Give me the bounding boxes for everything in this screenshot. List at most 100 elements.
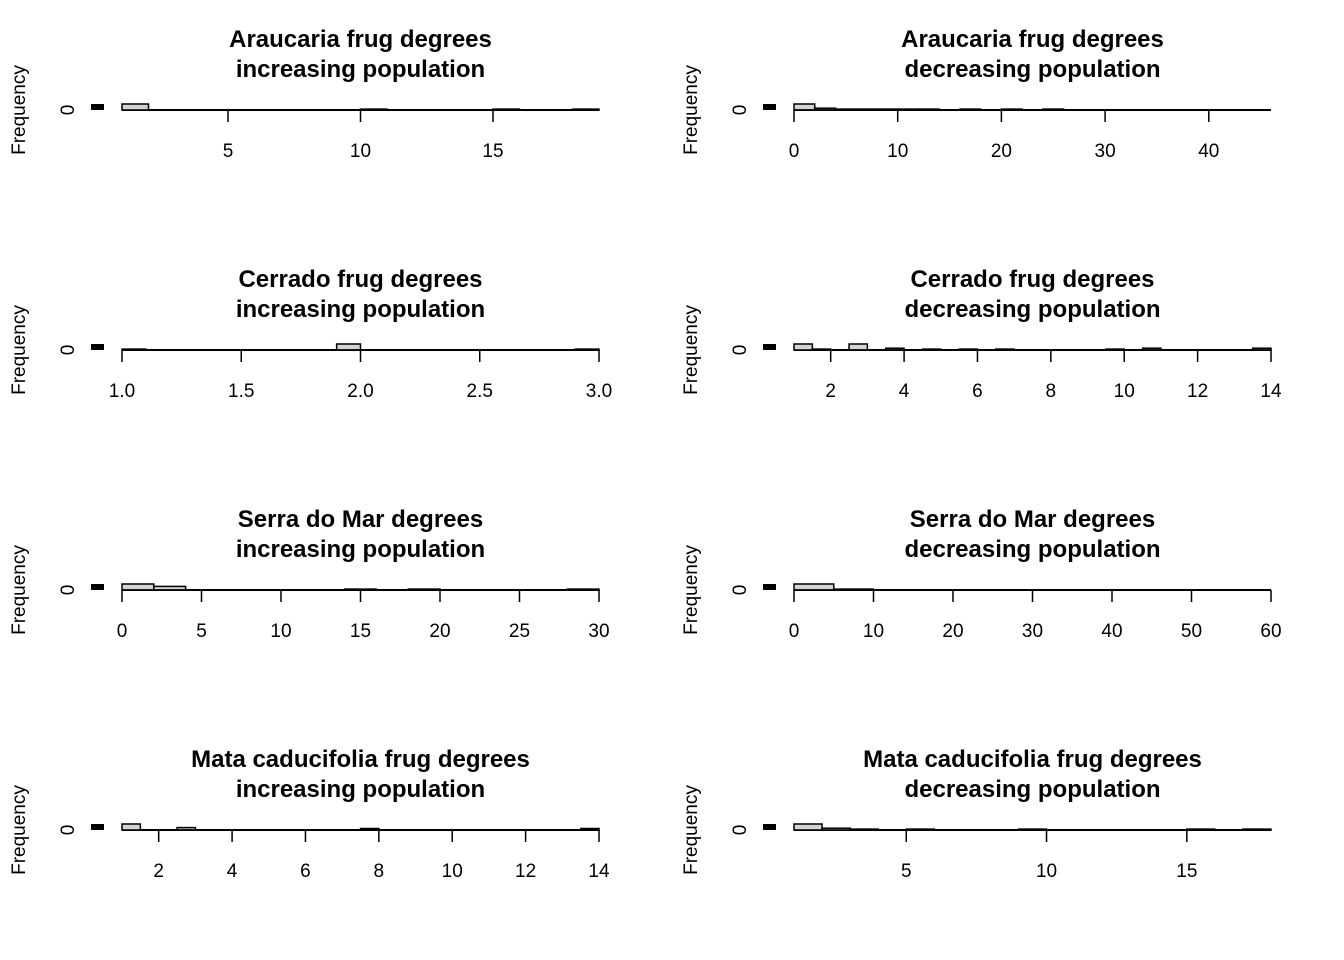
- x-tick-label: 12: [515, 861, 536, 882]
- histogram-bar-3: [849, 828, 879, 831]
- y-tick-label: 0: [730, 345, 751, 356]
- histogram-bar-1: [793, 343, 814, 351]
- panel-title-line-1: Mata caducifolia frug degrees: [191, 746, 530, 773]
- x-tick-label: 2.0: [347, 381, 373, 402]
- x-tick-label: 2.5: [467, 381, 493, 402]
- x-tick-label: 2: [153, 861, 164, 882]
- x-tick-label: 60: [1260, 621, 1281, 642]
- x-tick-label: 5: [223, 141, 234, 162]
- x-tick-label: 3.0: [586, 381, 612, 402]
- x-tick-label: 10: [1114, 381, 1135, 402]
- panel-title-line-2: increasing population: [236, 776, 485, 803]
- histogram-bar-2: [811, 348, 832, 351]
- histogram-panel-1: Araucaria frug degrees increasing populat…: [9, 26, 600, 162]
- panel-title-line-1: Mata caducifolia frug degrees: [863, 746, 1202, 773]
- x-tick-label: 6: [972, 381, 983, 402]
- x-tick-label: 10: [350, 141, 371, 162]
- histogram-bar-2: [821, 827, 851, 831]
- x-tick-label: 30: [588, 621, 609, 642]
- x-tick-label: 15: [482, 141, 503, 162]
- panel-title-line-2: decreasing population: [904, 536, 1160, 563]
- panel-title-line-2: increasing population: [236, 296, 485, 323]
- histogram-bar-2: [335, 343, 362, 351]
- y-axis-label: Frequency: [681, 65, 702, 155]
- y-axis-stub: [763, 344, 776, 350]
- x-tick-label: 14: [588, 861, 610, 882]
- x-tick-label: 30: [1095, 141, 1116, 162]
- panel-title-line-1: Araucaria frug degrees: [229, 26, 492, 53]
- y-axis-label: Frequency: [681, 785, 702, 875]
- x-tick-label: 15: [350, 621, 371, 642]
- panel-title-line-1: Serra do Mar degrees: [910, 506, 1155, 533]
- histogram-panel-6: Serra do Mar degrees decreasing populatio…: [681, 506, 1282, 642]
- x-tick-label: 1.5: [228, 381, 254, 402]
- x-tick-label: 8: [374, 861, 385, 882]
- x-tick-label: 20: [429, 621, 450, 642]
- histogram-panel-8: Mata caducifolia frug degrees decreasing …: [681, 746, 1272, 882]
- y-tick-label: 0: [730, 585, 751, 596]
- y-axis-label: Frequency: [9, 65, 30, 155]
- histogram-bar-1: [793, 583, 835, 591]
- panel-title-line-1: Cerrado frug degrees: [910, 266, 1154, 293]
- histogram-bar-1: [793, 103, 816, 111]
- x-tick-label: 4: [899, 381, 910, 402]
- panel-title-line-1: Cerrado frug degrees: [238, 266, 482, 293]
- panel-title-line-2: decreasing population: [904, 56, 1160, 83]
- y-axis-stub: [763, 104, 776, 110]
- y-axis-stub: [91, 824, 104, 830]
- x-tick-label: 10: [1036, 861, 1057, 882]
- x-tick-label: 12: [1187, 381, 1208, 402]
- histogram-bar-1: [121, 583, 155, 591]
- x-tick-label: 0: [117, 621, 128, 642]
- x-tick-label: 0: [789, 621, 800, 642]
- y-axis-label: Frequency: [9, 305, 30, 395]
- panel-title-line-2: decreasing population: [904, 776, 1160, 803]
- y-tick-label: 0: [58, 345, 79, 356]
- x-tick-label: 20: [942, 621, 963, 642]
- y-axis-label: Frequency: [681, 545, 702, 635]
- x-tick-label: 40: [1101, 621, 1122, 642]
- x-tick-label: 30: [1022, 621, 1043, 642]
- y-axis-label: Frequency: [9, 785, 30, 875]
- y-axis-stub: [91, 584, 104, 590]
- x-tick-label: 6: [300, 861, 311, 882]
- panel-title-line-2: increasing population: [236, 536, 485, 563]
- y-tick-label: 0: [58, 105, 79, 116]
- x-tick-label: 5: [196, 621, 207, 642]
- histogram-panel-4: Cerrado frug degrees decreasing populatio…: [681, 266, 1282, 402]
- histogram-bar-1: [121, 823, 142, 831]
- x-tick-label: 20: [991, 141, 1012, 162]
- x-tick-label: 0: [789, 141, 800, 162]
- y-axis-label: Frequency: [681, 305, 702, 395]
- x-tick-label: 40: [1198, 141, 1219, 162]
- histogram-bar-1: [121, 103, 150, 111]
- x-tick-label: 10: [887, 141, 908, 162]
- x-tick-label: 10: [863, 621, 884, 642]
- histogram-bar-4: [571, 108, 600, 111]
- x-tick-label: 10: [442, 861, 463, 882]
- histogram-panel-7: Mata caducifolia frug degrees increasing …: [9, 746, 610, 882]
- y-tick-label: 0: [730, 105, 751, 116]
- panel-title-line-1: Araucaria frug degrees: [901, 26, 1164, 53]
- panel-title-line-1: Serra do Mar degrees: [238, 506, 483, 533]
- x-tick-label: 15: [1176, 861, 1197, 882]
- histogram-bar-3: [848, 343, 869, 351]
- histogram-bar-7: [1242, 828, 1272, 831]
- x-tick-label: 10: [270, 621, 291, 642]
- y-axis-stub: [91, 104, 104, 110]
- histogram-panel-5: Serra do Mar degrees increasing populatio…: [9, 506, 610, 642]
- y-tick-label: 0: [730, 825, 751, 836]
- histogram-bar-1: [793, 823, 823, 831]
- panel-title-line-2: increasing population: [236, 56, 485, 83]
- y-axis-stub: [763, 584, 776, 590]
- histogram-bar-3: [492, 108, 521, 111]
- x-tick-label: 5: [901, 861, 912, 882]
- panel-title-line-2: decreasing population: [904, 296, 1160, 323]
- y-axis-stub: [91, 344, 104, 350]
- x-tick-label: 2: [825, 381, 836, 402]
- y-axis-stub: [763, 824, 776, 830]
- y-tick-label: 0: [58, 585, 79, 596]
- x-tick-label: 14: [1260, 381, 1282, 402]
- histogram-panel-2: Araucaria frug degrees decreasing populat…: [681, 26, 1271, 162]
